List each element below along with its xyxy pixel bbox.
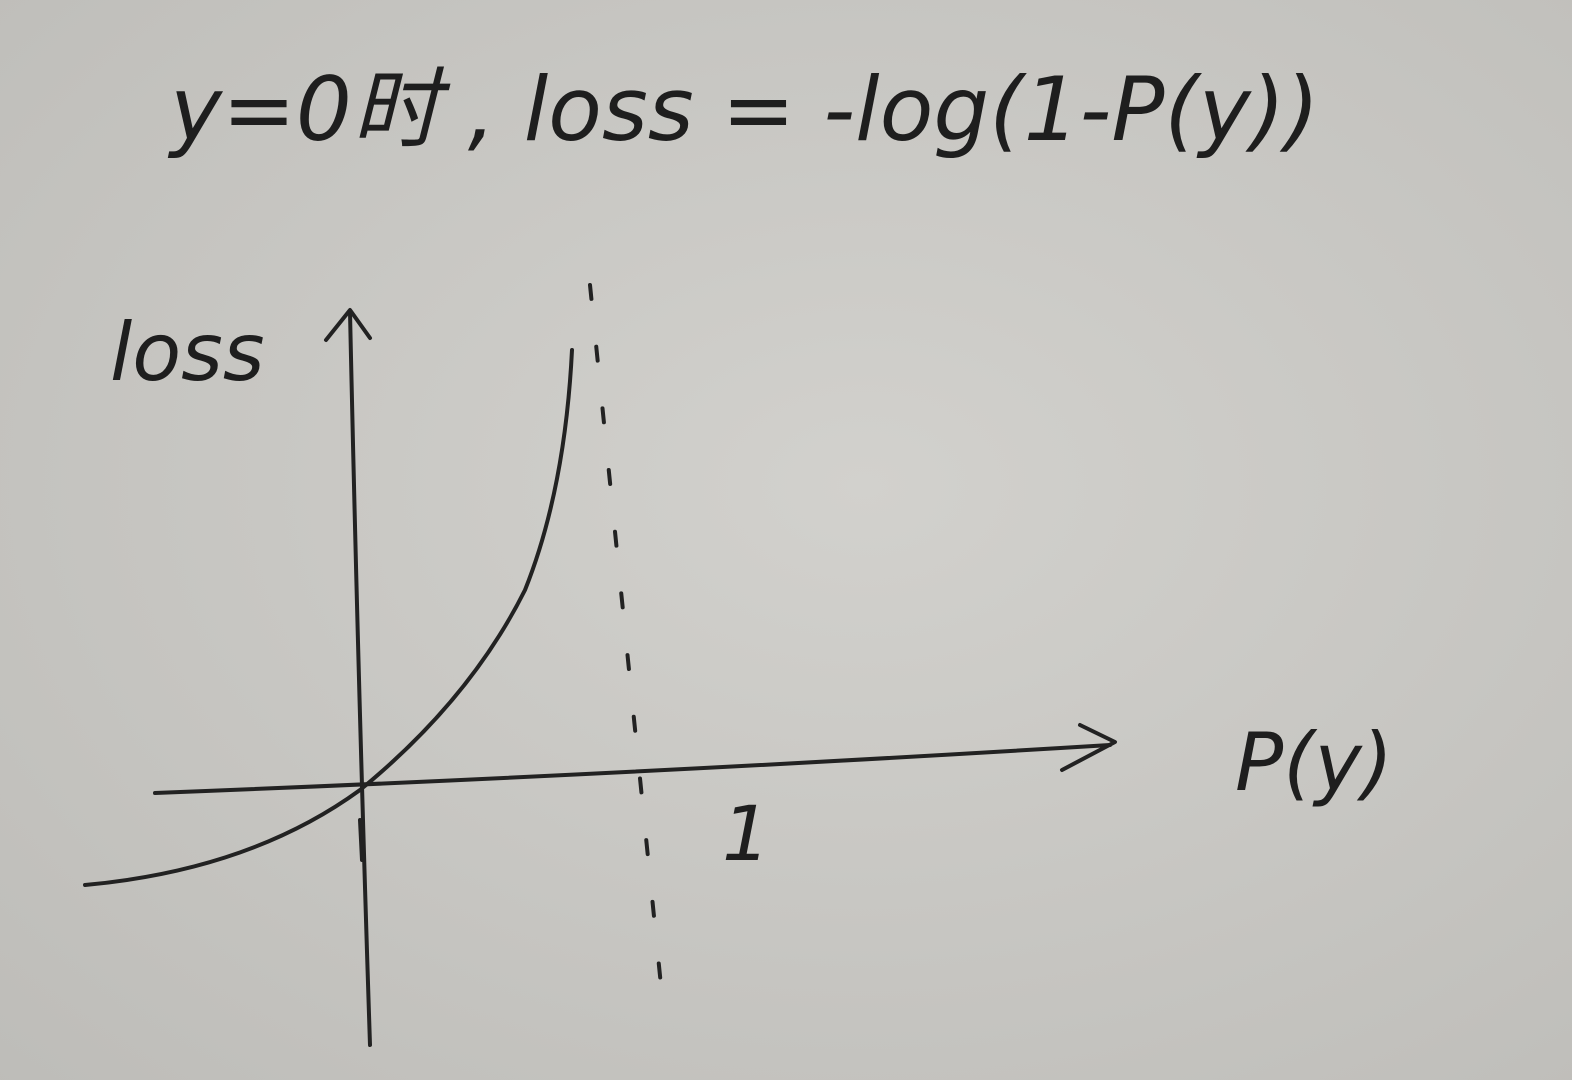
x-axis [153,743,1112,795]
y-axis-label: loss [110,306,265,399]
asymptote [588,283,667,1027]
origin-tick [358,818,364,862]
x-tick-label: 1 [722,789,770,878]
x-axis-label: P(y) [1235,716,1393,809]
formula: y=0时 , loss = -log(1-P(y)) [167,58,1320,161]
y-axis [348,310,372,1047]
y-arrow [324,308,372,342]
x-arrow [1060,723,1117,772]
curve [83,348,574,887]
